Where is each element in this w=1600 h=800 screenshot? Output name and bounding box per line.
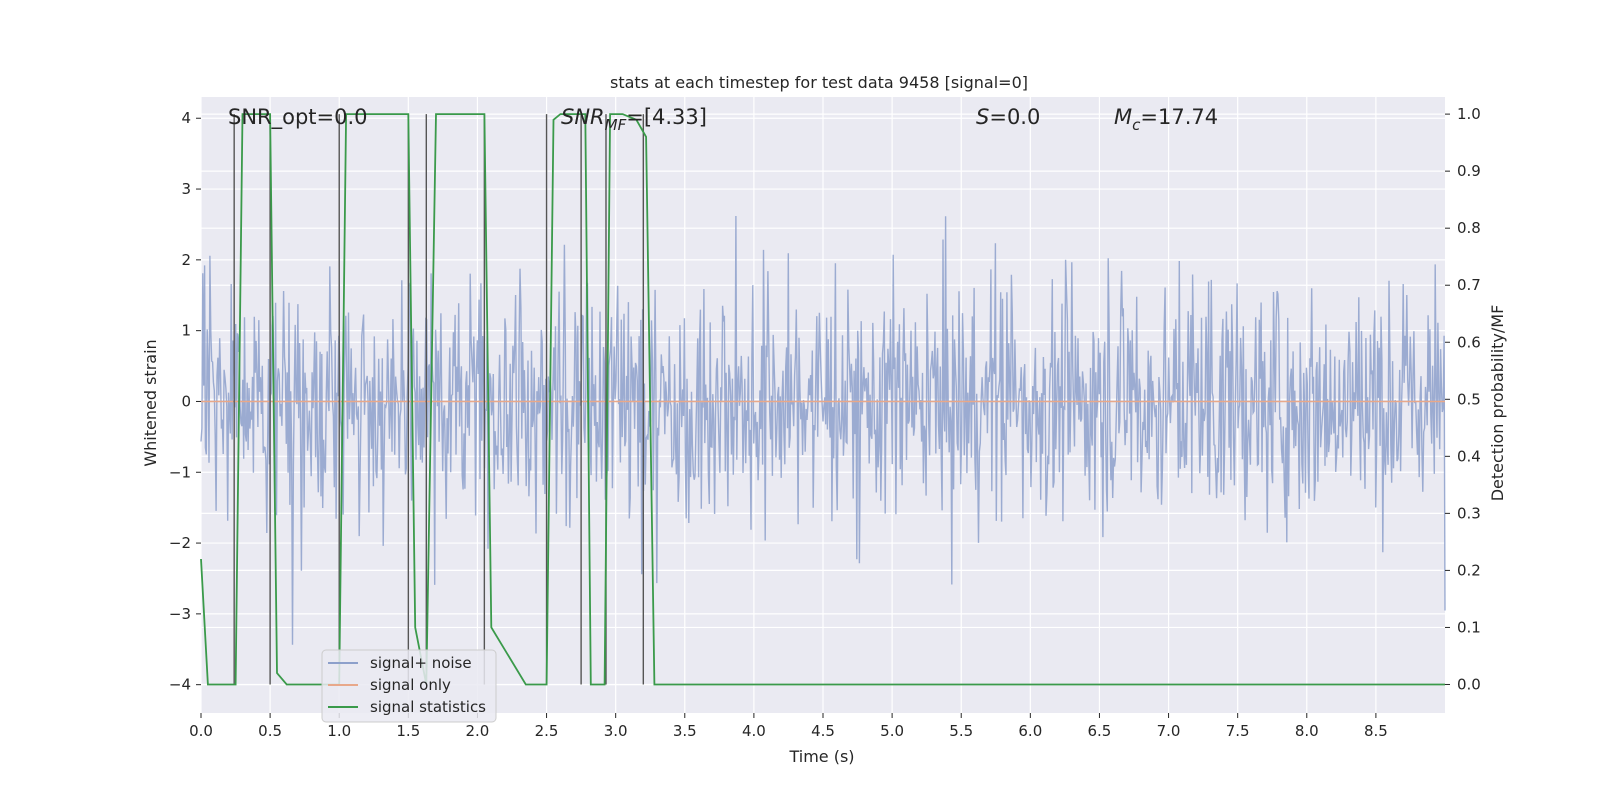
y-left-tick-label: −2 (169, 534, 191, 552)
y-left-tick-label: 2 (181, 251, 191, 269)
y-axis-left-label: Whitened strain (141, 339, 160, 466)
y-right-tick-label: 0.2 (1457, 561, 1481, 579)
x-tick-label: 1.0 (327, 722, 351, 740)
y-axis-left: 4 3 2 1 0 −1 −2 −3 −4 (169, 109, 201, 694)
y-left-tick-label: 3 (181, 180, 191, 198)
y-axis-right-label: Detection probability/MF (1488, 305, 1507, 502)
y-axis-right: 1.0 0.9 0.8 0.7 0.6 0.5 0.4 0.3 0.2 0.1 0.0 (1445, 105, 1481, 693)
y-right-tick-label: 0.4 (1457, 447, 1481, 465)
x-tick-label: 0.5 (258, 722, 282, 740)
x-tick-label: 1.5 (396, 722, 420, 740)
x-axis: 0.0 0.5 1.0 1.5 2.0 2.5 3.0 3.5 4.0 4.5 5.0 5.5 6.0 6… (189, 713, 1388, 740)
annotation-snr-opt: SNR_opt=0.0 (228, 105, 368, 130)
y-left-tick-label: 4 (181, 109, 191, 127)
y-left-tick-label: 0 (181, 392, 191, 410)
annotation-mc: Mc=17.74 (1114, 105, 1218, 134)
y-right-tick-label: 0.3 (1457, 504, 1481, 522)
annotation-s: S=0.0 (976, 105, 1040, 129)
annotation-snr-mf-main: SNR (561, 105, 605, 129)
chart-title: stats at each timestep for test data 945… (610, 73, 1028, 92)
annotation-mc-value: =17.74 (1140, 105, 1218, 129)
y-left-tick-label: −3 (169, 605, 191, 623)
y-right-tick-label: 0.1 (1457, 618, 1481, 636)
y-left-tick-label: −1 (169, 463, 191, 481)
x-tick-label: 4.0 (742, 722, 766, 740)
x-tick-label: 2.0 (466, 722, 490, 740)
x-tick-label: 7.5 (1226, 722, 1250, 740)
legend-label-signal-statistics: signal statistics (370, 698, 486, 716)
vertical-markers (233, 114, 645, 685)
legend-box (321, 649, 497, 723)
y-right-tick-label: 1.0 (1457, 105, 1481, 123)
y-right-tick-label: 0.6 (1457, 333, 1481, 351)
y-left-tick-label: −4 (169, 676, 191, 694)
legend-label-signal-only: signal only (370, 676, 451, 694)
legend-label-signal-noise: signal+ noise (370, 654, 472, 672)
y-right-tick-label: 0.8 (1457, 219, 1481, 237)
series-signal-statistics (200, 113, 1445, 686)
x-tick-label: 7.0 (1157, 722, 1181, 740)
annotation-s-symbol: S (976, 105, 989, 129)
x-tick-label: 0.0 (189, 722, 213, 740)
x-tick-label: 5.0 (880, 722, 904, 740)
annotation-snr-mf-value: =[4.33] (626, 105, 707, 129)
x-tick-label: 3.5 (673, 722, 697, 740)
x-tick-label: 5.5 (949, 722, 973, 740)
annotation-mc-sub: c (1132, 116, 1141, 134)
y-left-tick-label: 1 (181, 322, 191, 340)
y-right-tick-label: 0.5 (1457, 390, 1481, 408)
x-tick-label: 3.0 (604, 722, 628, 740)
signal-statistics-line (200, 113, 1445, 686)
y-right-tick-label: 0.9 (1457, 162, 1481, 180)
x-tick-label: 8.5 (1364, 722, 1388, 740)
x-tick-label: 6.0 (1018, 722, 1042, 740)
legend: signal+ noise signal only signal statist… (321, 649, 497, 723)
y-right-tick-label: 0.7 (1457, 276, 1481, 294)
annotation-snr-mf: SNRMF=[4.33] (561, 105, 707, 134)
x-tick-label: 6.5 (1088, 722, 1112, 740)
annotation-s-value: =0.0 (989, 105, 1040, 129)
y-right-tick-label: 0.0 (1457, 675, 1481, 693)
x-tick-label: 2.5 (535, 722, 559, 740)
annotation-mc-symbol: M (1114, 105, 1132, 129)
annotation-snr-mf-sub: MF (605, 116, 627, 134)
x-axis-label: Time (s) (788, 747, 854, 766)
x-tick-label: 4.5 (811, 722, 835, 740)
x-tick-label: 8.0 (1295, 722, 1319, 740)
